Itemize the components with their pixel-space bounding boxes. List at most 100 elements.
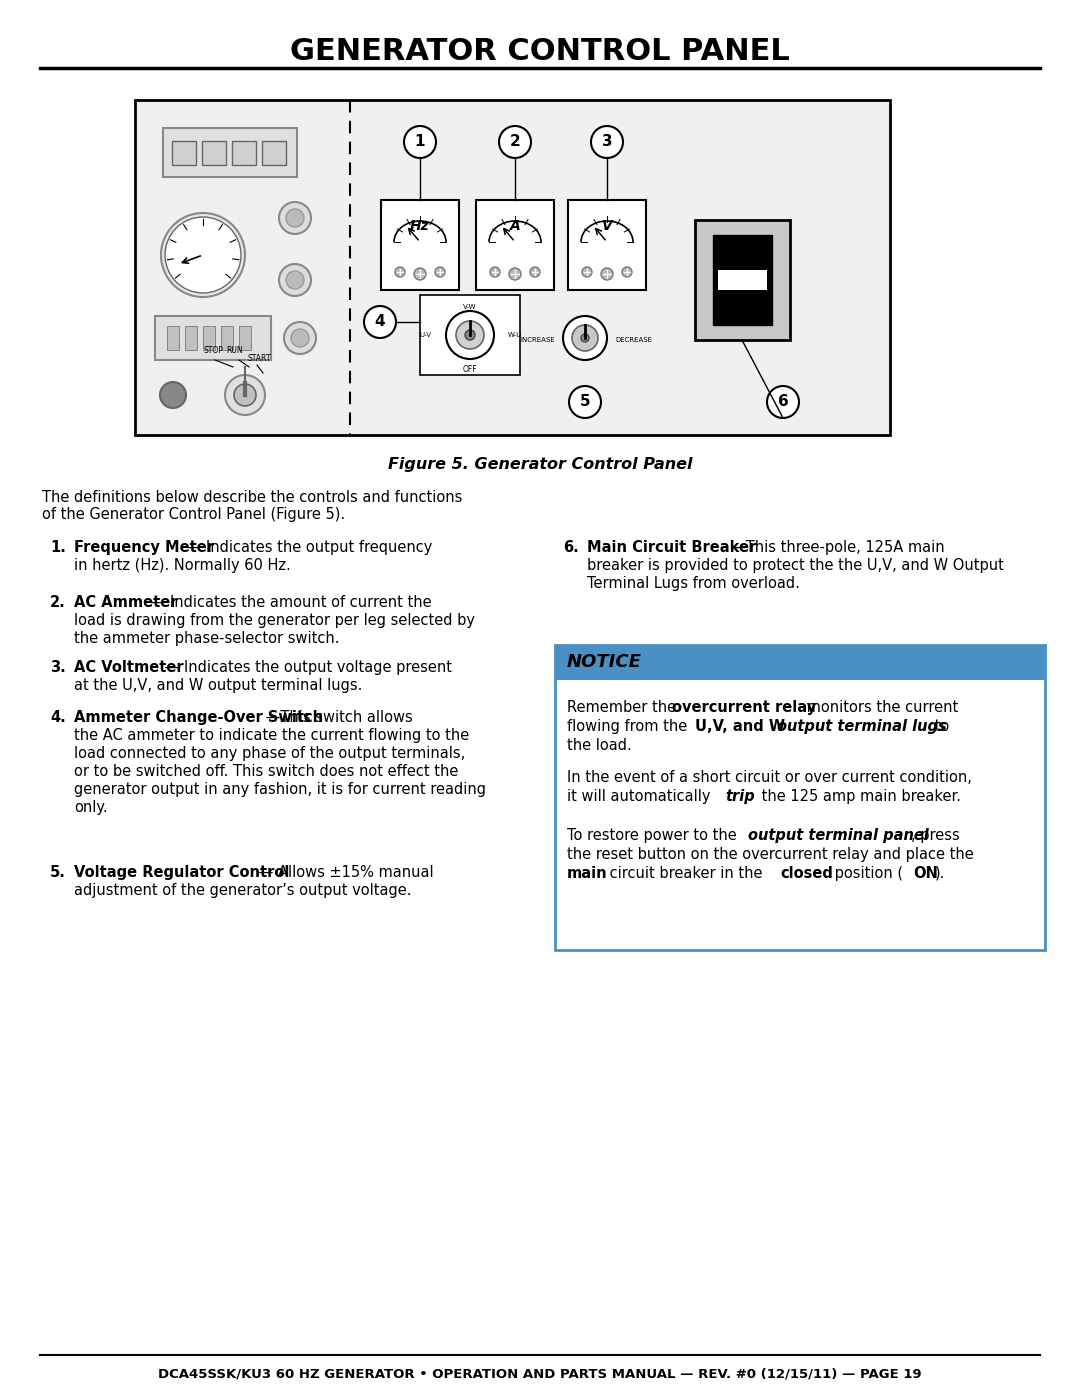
- Text: at the U,V, and W output terminal lugs.: at the U,V, and W output terminal lugs.: [75, 678, 363, 693]
- Text: 3.: 3.: [50, 659, 66, 675]
- Circle shape: [364, 306, 396, 338]
- Text: Hz: Hz: [410, 219, 430, 233]
- Circle shape: [404, 126, 436, 158]
- Text: V-W: V-W: [463, 305, 476, 310]
- Text: Main Circuit Breaker: Main Circuit Breaker: [588, 541, 756, 555]
- Text: 4: 4: [375, 314, 386, 330]
- FancyBboxPatch shape: [718, 270, 767, 291]
- FancyBboxPatch shape: [221, 326, 233, 351]
- FancyBboxPatch shape: [568, 200, 646, 291]
- Circle shape: [622, 267, 632, 277]
- Text: — Allows ±15% manual: — Allows ±15% manual: [254, 865, 434, 880]
- Text: position (: position (: [831, 866, 903, 882]
- FancyBboxPatch shape: [555, 645, 1045, 950]
- Text: the ammeter phase-selector switch.: the ammeter phase-selector switch.: [75, 631, 339, 645]
- FancyBboxPatch shape: [185, 326, 197, 351]
- Text: closed: closed: [780, 866, 833, 882]
- Circle shape: [160, 381, 186, 408]
- Text: output terminal panel: output terminal panel: [748, 828, 929, 842]
- Circle shape: [279, 264, 311, 296]
- Text: 3: 3: [602, 134, 612, 149]
- Text: Ammeter Change-Over Switch: Ammeter Change-Over Switch: [75, 710, 323, 725]
- Text: U,V, and W: U,V, and W: [696, 719, 791, 733]
- Text: — Indicates the output frequency: — Indicates the output frequency: [183, 541, 432, 555]
- Text: overcurrent relay: overcurrent relay: [672, 700, 816, 715]
- Circle shape: [286, 271, 303, 289]
- Text: Terminal Lugs from overload.: Terminal Lugs from overload.: [588, 576, 800, 591]
- Circle shape: [225, 374, 265, 415]
- Text: in hertz (Hz). Normally 60 Hz.: in hertz (Hz). Normally 60 Hz.: [75, 557, 291, 573]
- Text: 5: 5: [580, 394, 591, 409]
- Circle shape: [509, 268, 521, 279]
- Text: NOTICE: NOTICE: [567, 652, 642, 671]
- Text: , press: , press: [912, 828, 960, 842]
- Text: 5.: 5.: [50, 865, 66, 880]
- Text: flowing from the: flowing from the: [567, 719, 692, 733]
- Circle shape: [161, 212, 245, 298]
- Circle shape: [563, 316, 607, 360]
- Circle shape: [456, 321, 484, 349]
- Text: it will automatically: it will automatically: [567, 789, 715, 805]
- Circle shape: [600, 268, 613, 279]
- Circle shape: [284, 321, 316, 353]
- Text: OFF: OFF: [462, 366, 477, 374]
- FancyBboxPatch shape: [420, 295, 519, 374]
- Text: 2.: 2.: [50, 595, 66, 610]
- Text: the AC ammeter to indicate the current flowing to the: the AC ammeter to indicate the current f…: [75, 728, 469, 743]
- Text: load connected to any phase of the output terminals,: load connected to any phase of the outpu…: [75, 746, 465, 761]
- Text: adjustment of the generator’s output voltage.: adjustment of the generator’s output vol…: [75, 883, 411, 898]
- Circle shape: [279, 203, 311, 235]
- Text: — Indicates the output voltage present: — Indicates the output voltage present: [161, 659, 453, 675]
- FancyBboxPatch shape: [135, 101, 890, 434]
- Text: Figure 5. Generator Control Panel: Figure 5. Generator Control Panel: [388, 457, 692, 472]
- Circle shape: [581, 334, 589, 342]
- Text: RUN: RUN: [227, 346, 243, 355]
- FancyBboxPatch shape: [476, 200, 554, 291]
- FancyBboxPatch shape: [156, 316, 271, 360]
- Circle shape: [465, 330, 475, 339]
- Circle shape: [414, 268, 426, 279]
- Circle shape: [286, 210, 303, 226]
- Text: to: to: [930, 719, 949, 733]
- Text: ON: ON: [913, 866, 937, 882]
- Text: 4.: 4.: [50, 710, 66, 725]
- Circle shape: [582, 267, 592, 277]
- Text: —This three-pole, 125A main: —This three-pole, 125A main: [731, 541, 945, 555]
- Text: The definitions below describe the controls and functions
of the Generator Contr: The definitions below describe the contr…: [42, 490, 462, 522]
- Text: or to be switched off. This switch does not effect the: or to be switched off. This switch does …: [75, 764, 458, 780]
- Circle shape: [435, 267, 445, 277]
- Text: DECREASE: DECREASE: [615, 337, 652, 344]
- Text: STOP: STOP: [203, 346, 222, 355]
- Text: Remember the: Remember the: [567, 700, 680, 715]
- Circle shape: [234, 384, 256, 407]
- Circle shape: [572, 326, 598, 351]
- Text: main: main: [567, 866, 608, 882]
- Text: trip: trip: [725, 789, 755, 805]
- Text: DCA45SSK/KU3 60 HZ GENERATOR • OPERATION AND PARTS MANUAL — REV. #0 (12/15/11) —: DCA45SSK/KU3 60 HZ GENERATOR • OPERATION…: [158, 1368, 922, 1380]
- Circle shape: [591, 126, 623, 158]
- Text: monitors the current: monitors the current: [802, 700, 958, 715]
- FancyBboxPatch shape: [167, 326, 179, 351]
- Circle shape: [569, 386, 600, 418]
- FancyBboxPatch shape: [203, 326, 215, 351]
- FancyBboxPatch shape: [262, 141, 286, 165]
- Text: INCREASE: INCREASE: [521, 337, 555, 344]
- Circle shape: [490, 267, 500, 277]
- Circle shape: [165, 217, 241, 293]
- Circle shape: [395, 267, 405, 277]
- Text: 1.: 1.: [50, 541, 66, 555]
- Text: the 125 amp main breaker.: the 125 amp main breaker.: [757, 789, 961, 805]
- Text: circuit breaker in the: circuit breaker in the: [605, 866, 767, 882]
- Text: output terminal lugs: output terminal lugs: [777, 719, 947, 733]
- Circle shape: [767, 386, 799, 418]
- Text: generator output in any fashion, it is for current reading: generator output in any fashion, it is f…: [75, 782, 486, 798]
- Text: Voltage Regulator Control: Voltage Regulator Control: [75, 865, 289, 880]
- Text: A: A: [510, 219, 521, 233]
- Text: —This switch allows: —This switch allows: [261, 710, 413, 725]
- Text: load is drawing from the generator per leg selected by: load is drawing from the generator per l…: [75, 613, 475, 629]
- Circle shape: [291, 330, 309, 346]
- FancyBboxPatch shape: [202, 141, 226, 165]
- FancyBboxPatch shape: [163, 129, 297, 177]
- Text: — Indicates the amount of current the: — Indicates the amount of current the: [146, 595, 432, 610]
- Text: AC Voltmeter: AC Voltmeter: [75, 659, 184, 675]
